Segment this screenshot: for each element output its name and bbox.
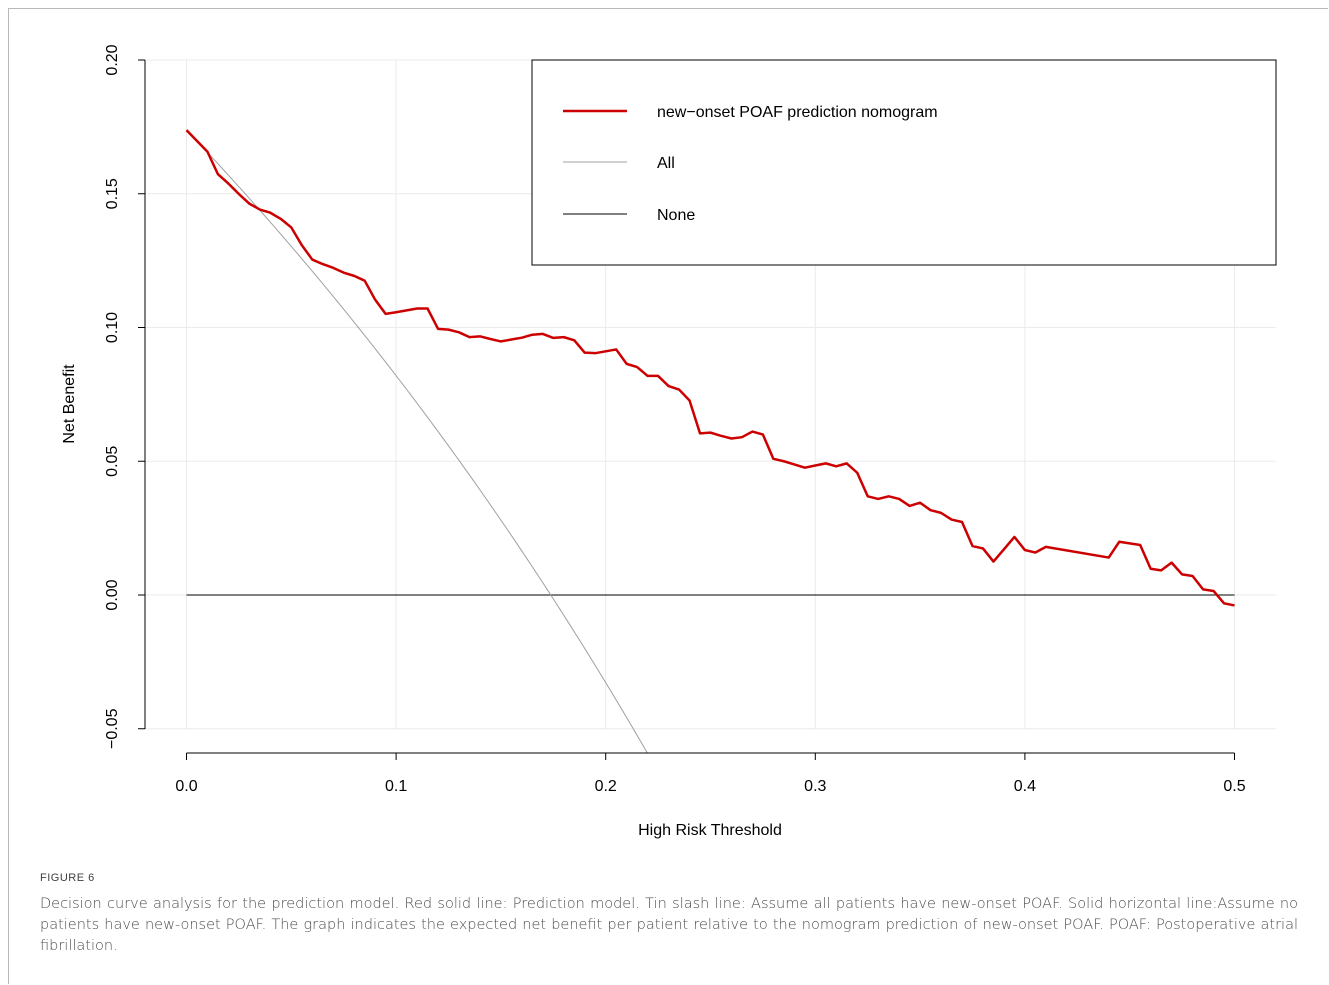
x-tick-label: 0.2 <box>595 778 617 795</box>
series-line-model <box>185 129 1235 607</box>
y-tick-label: 0.10 <box>104 312 121 343</box>
x-axis-label: High Risk Threshold <box>638 822 782 839</box>
y-tick-label: 0.05 <box>104 446 121 477</box>
series-layer <box>185 129 1235 754</box>
x-tick-label: 0.4 <box>1014 778 1036 795</box>
legend-label-none: None <box>657 207 695 224</box>
y-tick-label: 0.15 <box>104 178 121 209</box>
y-tick-label: 0.00 <box>104 579 121 610</box>
y-axis-label: Net Benefit <box>61 364 78 444</box>
legend-label-all: All <box>657 155 675 172</box>
caption-text: Decision curve analysis for the predicti… <box>40 896 1298 954</box>
figure-frame <box>8 8 1328 984</box>
y-axis-ticks: −0.05 0.00 0.05 0.10 0.15 0.20 <box>104 44 145 749</box>
x-axis-ticks: 0.0 0.1 0.2 0.3 0.4 0.5 <box>175 753 1246 795</box>
legend: new−onset POAF prediction nomogram All N… <box>531 59 1277 266</box>
x-tick-label: 0.3 <box>804 778 826 795</box>
legend-label-model: new−onset POAF prediction nomogram <box>657 104 938 121</box>
x-tick-label: 0.5 <box>1223 778 1245 795</box>
legend-box <box>531 59 1277 266</box>
figure-caption: FIGURE 6 Decision curve analysis for the… <box>40 872 1298 957</box>
y-tick-label: 0.20 <box>104 44 121 75</box>
x-tick-label: 0.1 <box>385 778 407 795</box>
x-tick-label: 0.0 <box>175 778 197 795</box>
y-tick-label: −0.05 <box>104 708 121 749</box>
series-line-all <box>186 129 649 754</box>
caption-label: FIGURE 6 <box>40 872 95 884</box>
decision-curve-chart: 0.0 0.1 0.2 0.3 0.4 0.5 −0.05 0.00 0.05 0.10 0.15… <box>61 44 1277 839</box>
